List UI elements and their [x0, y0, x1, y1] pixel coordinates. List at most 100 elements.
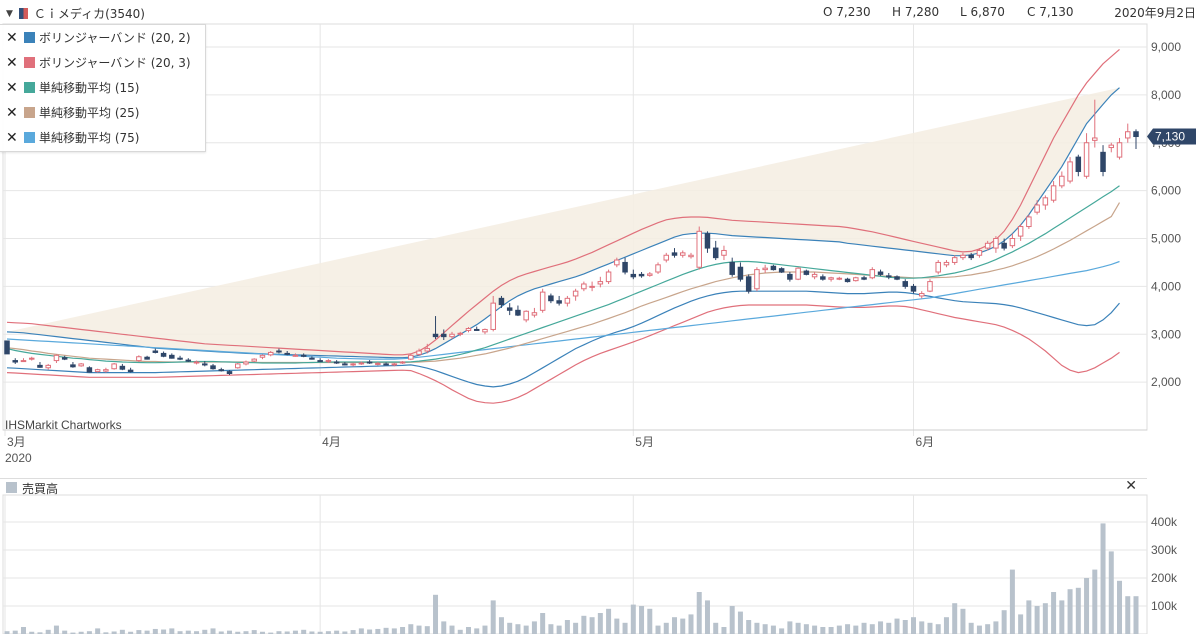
volume-bar [1125, 596, 1131, 634]
volume-bar [515, 624, 521, 634]
volume-bar [235, 631, 241, 634]
candle-body [680, 252, 686, 256]
volume-title: 売買高 [22, 482, 59, 496]
candle-body [828, 277, 834, 280]
candle-body [663, 254, 670, 261]
volume-bar [1026, 600, 1032, 634]
volume-bar [1042, 603, 1048, 634]
candle-body [234, 363, 241, 369]
candle-body [267, 351, 274, 356]
volume-bar [210, 628, 216, 634]
x-tick-label: 4月 [322, 435, 341, 449]
candle-body [1108, 144, 1115, 149]
volume-bar [704, 600, 710, 634]
remove-indicator-icon[interactable]: ✕ [6, 54, 18, 71]
volume-bar [1075, 587, 1081, 634]
legend-item: ✕ ボリンジャーバンド (20, 2) [0, 25, 205, 50]
last-price-tag [1147, 128, 1196, 145]
volume-bar [111, 631, 117, 634]
candle-body [630, 273, 637, 278]
volume-bar [795, 622, 801, 634]
low-value: L 6,870 [960, 5, 1005, 19]
candle-body [754, 269, 760, 290]
candle-body [770, 265, 777, 271]
remove-indicator-icon[interactable]: ✕ [6, 129, 18, 146]
candle-body [762, 267, 768, 271]
volume-bar [474, 628, 480, 634]
volume-bar [663, 622, 669, 634]
candle-body [12, 360, 18, 363]
candle-body [745, 276, 752, 292]
candle-body [737, 266, 744, 280]
candle-body [482, 328, 488, 333]
candle-body [4, 340, 10, 355]
caret-down-icon[interactable]: ▼ [6, 8, 13, 19]
volume-bar [820, 627, 826, 634]
candle-body [20, 360, 27, 363]
candle-body [284, 352, 290, 355]
candle-body [111, 363, 117, 370]
candle-body [152, 350, 159, 353]
candle-body [655, 264, 661, 273]
volume-tick-label: 400k [1151, 515, 1178, 529]
volume-bar [721, 627, 727, 634]
high-value: H 7,280 [892, 5, 940, 19]
volume-bar [902, 620, 908, 634]
volume-bar [177, 631, 183, 634]
volume-bar [350, 630, 356, 634]
indicator-legend: ✕ ボリンジャーバンド (20, 2) ✕ ボリンジャーバンド (20, 3) ✕ 単純移… [0, 24, 206, 152]
volume-bar [1001, 610, 1007, 634]
price-tick-label: 6,000 [1151, 184, 1181, 198]
volume-bar [194, 631, 200, 634]
candle-body [572, 290, 579, 297]
volume-bar [622, 622, 628, 634]
volume-bar [1059, 600, 1065, 634]
legend-item: ✕ 単純移動平均 (25) [0, 100, 205, 125]
volume-bar [1034, 606, 1040, 634]
candle-body [844, 278, 851, 283]
candle-body [457, 332, 463, 335]
volume-bar [589, 617, 595, 634]
volume-bar [119, 629, 125, 634]
candle-body [94, 369, 101, 373]
volume-tick-label: 300k [1151, 543, 1178, 557]
volume-bar [325, 631, 331, 634]
volume-bar [441, 621, 447, 634]
volume-bar [556, 625, 562, 634]
volume-bar [746, 620, 752, 634]
volume-bar [878, 621, 884, 634]
candle-body [968, 254, 974, 259]
price-tick-label: 2,000 [1151, 375, 1181, 389]
remove-indicator-icon[interactable]: ✕ [6, 104, 18, 121]
volume-bar [309, 631, 315, 634]
candle-body [671, 252, 678, 256]
candle-body [490, 302, 496, 330]
volume-panel-header: 売買高 ✕ [0, 478, 1147, 496]
candle-body [399, 361, 406, 364]
candle-body [918, 293, 925, 297]
candle-body [515, 309, 521, 316]
volume-bar [367, 629, 373, 634]
volume-bar [672, 617, 678, 634]
candle-body [647, 273, 653, 276]
close-icon[interactable]: ✕ [1125, 478, 1137, 494]
candle-body [1026, 216, 1032, 228]
volume-bar [787, 621, 793, 634]
volume-swatch [6, 482, 17, 493]
sma75-line [6, 260, 1120, 360]
volume-bar [185, 630, 191, 634]
legend-swatch [24, 57, 35, 68]
volume-bar [317, 631, 323, 634]
remove-indicator-icon[interactable]: ✕ [6, 79, 18, 96]
candle-body [960, 254, 966, 259]
candle-body [251, 358, 257, 362]
volume-bar [853, 625, 859, 634]
volume-bar [696, 592, 702, 634]
volume-bar [1108, 551, 1114, 634]
candle-body [350, 363, 356, 366]
remove-indicator-icon[interactable]: ✕ [6, 29, 18, 46]
volume-bar [95, 628, 101, 634]
candle-body [276, 350, 282, 353]
volume-bar [1117, 580, 1123, 634]
